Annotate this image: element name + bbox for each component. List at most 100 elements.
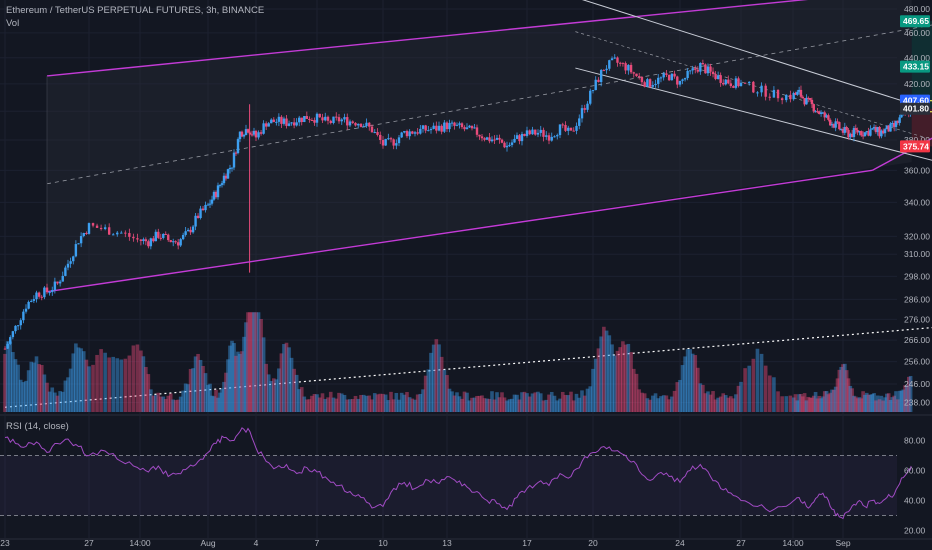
candle-body (583, 108, 586, 110)
candle-body (448, 123, 451, 130)
candle-body (413, 132, 417, 134)
candle-body (149, 238, 153, 247)
volume-bar (853, 396, 858, 412)
candle-body (894, 121, 898, 127)
y-tick-label: 460.00 (904, 28, 930, 38)
candle-body (164, 233, 167, 235)
volume-bar (76, 347, 81, 412)
candle-body (662, 73, 665, 78)
candle-body (659, 77, 663, 79)
candle-body (629, 64, 633, 73)
candle-body (597, 79, 600, 83)
candle-body (691, 68, 694, 71)
candle-body (172, 241, 175, 243)
candle-body (578, 118, 581, 126)
volume-bar (87, 366, 91, 412)
volume-bar (123, 358, 128, 412)
volume-bar (284, 342, 289, 412)
y-tick-label: 420.00 (904, 79, 930, 89)
candle-body (624, 63, 627, 71)
candle-body (605, 68, 608, 71)
volume-bar (429, 352, 433, 412)
candle-body (478, 134, 481, 137)
candle-body (400, 132, 403, 138)
volume-bar (232, 343, 236, 412)
y-tick-label: 380.00 (904, 135, 930, 145)
candle-body (825, 115, 828, 118)
volume-bar (198, 359, 203, 412)
candle-body (515, 135, 519, 139)
candle-body (709, 66, 712, 72)
candle-body (43, 287, 46, 298)
candle-body (212, 191, 216, 200)
candle-body (305, 116, 309, 119)
volume-bar (683, 356, 687, 412)
volume-bar (226, 359, 230, 412)
candle-body (272, 119, 275, 123)
x-tick-label: Aug (200, 538, 215, 548)
candle-body (40, 296, 43, 298)
volume-bar (492, 399, 497, 412)
volume-bar (541, 400, 546, 412)
x-tick-label: 10 (378, 538, 388, 548)
candle-body (14, 325, 17, 332)
volume-bar (297, 389, 302, 412)
candle-body (403, 130, 406, 133)
volume-bar (835, 378, 840, 412)
volume-bar (439, 356, 444, 412)
volume-bar (139, 350, 143, 412)
candle-body (602, 70, 606, 72)
candle-body (280, 116, 283, 124)
volume-bar (32, 362, 36, 412)
volume-bar (460, 398, 464, 412)
candle-body (594, 79, 597, 91)
volume-bar (885, 393, 889, 412)
volume-bar (183, 383, 188, 412)
candle-body (716, 75, 720, 80)
price-badge-label: 375.74 (903, 141, 929, 151)
volume-bar (877, 399, 882, 412)
volume-bar (462, 391, 467, 412)
volume-bar (670, 396, 674, 412)
x-tick-label: 23 (0, 538, 10, 548)
volume-bar (191, 368, 195, 412)
candle-body (136, 238, 139, 240)
candle-body (732, 86, 735, 88)
candle-body (688, 70, 692, 72)
candle-body (321, 117, 324, 121)
volume-bar (405, 392, 409, 412)
volume-bar (525, 393, 529, 412)
candle-body (832, 124, 836, 128)
candle-body (564, 124, 567, 131)
candle-body (872, 127, 876, 129)
volume-bar (359, 394, 363, 412)
volume-bar (186, 384, 190, 412)
candle-body (490, 139, 494, 142)
candle-body (483, 138, 486, 140)
volume-bar (604, 330, 609, 412)
candle-body (6, 343, 9, 349)
volume-bar (47, 391, 52, 412)
candle-body (437, 125, 441, 131)
y-tick-label: 298.00 (904, 271, 930, 281)
volume-bar (84, 359, 89, 412)
volume-bar (442, 369, 447, 412)
candle-body (154, 231, 158, 242)
candle-body (250, 134, 254, 136)
candle-body (699, 63, 702, 72)
candle-body (389, 138, 393, 140)
volume-bar (819, 398, 823, 412)
volume-bar (372, 393, 377, 412)
volume-bar (864, 392, 869, 412)
candle-body (756, 92, 759, 94)
volume-bar (154, 394, 158, 412)
volume-bar (144, 366, 148, 412)
volume-bar (906, 376, 911, 412)
candle-body (315, 113, 319, 123)
candle-body (834, 121, 837, 128)
candle-body (558, 124, 562, 136)
volume-bar (252, 312, 256, 412)
candle-body (259, 132, 263, 134)
volume-bar (580, 390, 584, 412)
